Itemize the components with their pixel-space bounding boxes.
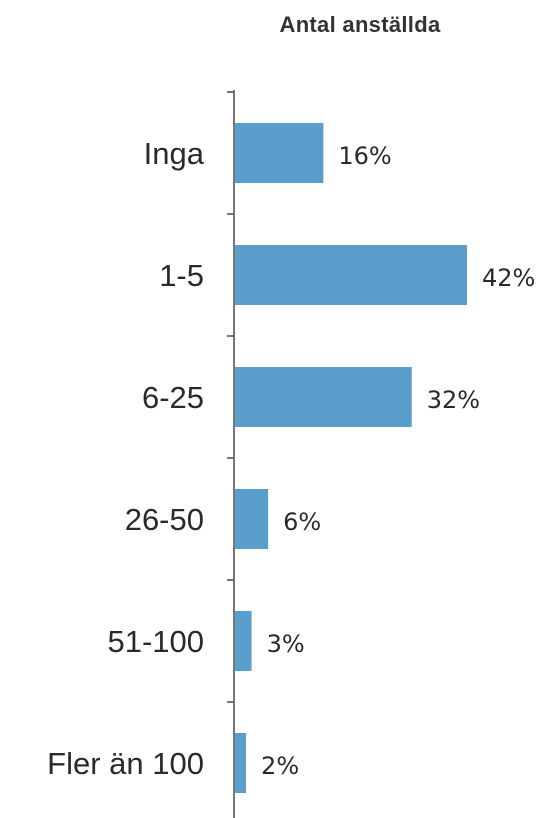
- category-label: 6-25: [142, 380, 204, 415]
- category-label: Inga: [144, 136, 205, 171]
- value-label: 16%: [338, 142, 391, 170]
- bar-2: [235, 245, 467, 305]
- value-label: 6%: [283, 508, 321, 536]
- value-label: 42%: [482, 264, 535, 292]
- category-label: 1-5: [159, 258, 204, 293]
- bar-1: [235, 123, 324, 183]
- value-label: 32%: [427, 386, 480, 414]
- value-label: 2%: [261, 752, 299, 780]
- bars-layer: [235, 123, 467, 793]
- bar-4: [235, 489, 269, 549]
- value-label: 3%: [267, 630, 305, 658]
- category-label: 26-50: [125, 502, 204, 537]
- axis-layer: [227, 90, 235, 818]
- bar-5: [235, 611, 252, 671]
- labels-layer: Inga 16% 1-5 42% 6-25 32% 26-50 6% 51-100 3% Fler …: [47, 136, 535, 781]
- chart-title: Antal anställda: [279, 12, 441, 37]
- bar-6: [235, 733, 247, 793]
- bar-3: [235, 367, 412, 427]
- category-label: Fler än 100: [47, 746, 204, 781]
- category-label: 51-100: [107, 624, 204, 659]
